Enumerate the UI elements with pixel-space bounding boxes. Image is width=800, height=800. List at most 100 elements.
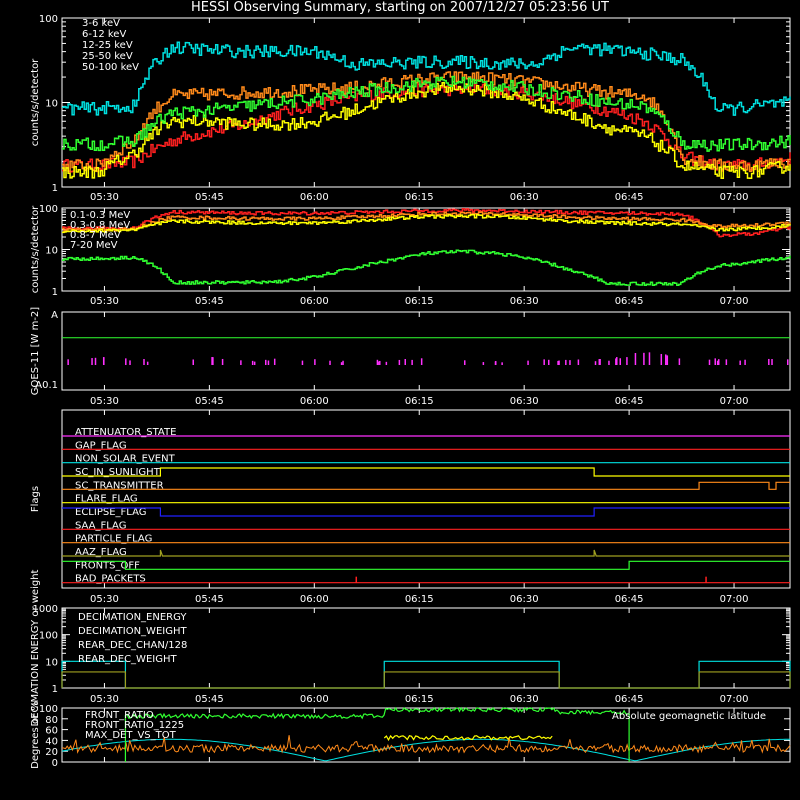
- series-line: [124, 706, 630, 763]
- flag-label: SAA_FLAG: [75, 520, 126, 531]
- series-line: [62, 75, 791, 152]
- flag-label: SC_TRANSMITTER: [75, 480, 164, 491]
- series-line: [62, 207, 791, 238]
- x-tick-label: 06:30: [510, 296, 539, 307]
- x-tick-label: 07:00: [720, 694, 749, 705]
- legend-entry: REAR_DEC_CHAN/128: [78, 640, 187, 651]
- flag-label: NON_SOLAR_EVENT: [75, 454, 176, 465]
- y-tick-label: 100: [39, 14, 58, 25]
- flag-label: SC_IN_SUNLIGHT: [75, 467, 161, 478]
- y-axis-label: counts/s/detector: [30, 205, 41, 293]
- x-tick-label: 06:00: [300, 296, 329, 307]
- x-tick-label: 05:30: [90, 396, 119, 407]
- decimation-step-line: [61, 671, 791, 689]
- flag-label: PARTICLE_FLAG: [75, 534, 152, 545]
- x-tick-label: 06:15: [405, 396, 434, 407]
- legend-entry: DECIMATION_WEIGHT: [78, 626, 187, 637]
- y-axis-label: Degrees or %: [30, 701, 41, 769]
- y-tick-label: 10: [45, 246, 58, 257]
- series-line: [62, 83, 791, 173]
- legend-entry: REAR_DEC_WEIGHT: [78, 654, 177, 665]
- legend-entry: 0.3-0.8 MeV: [70, 220, 130, 231]
- series-line: [61, 735, 791, 754]
- panel-frame-6: [61, 707, 791, 763]
- x-tick-label: 05:45: [195, 296, 224, 307]
- x-tick-label: 06:45: [615, 694, 644, 705]
- y-tick-label: 10: [45, 99, 58, 110]
- flag-label: BAD_PACKETS: [75, 574, 146, 585]
- x-tick-label: 06:45: [615, 296, 644, 307]
- flag-line: [62, 467, 790, 477]
- y-tick-label: 60: [45, 726, 58, 737]
- panel-frame-1: [61, 17, 791, 188]
- series-line: [62, 82, 791, 180]
- flag-label: FRONTS_OFF: [75, 560, 140, 571]
- flag-line: [62, 560, 790, 570]
- legend-entry: 6-12 keV: [82, 29, 126, 40]
- x-tick-label: 06:30: [510, 594, 539, 605]
- decimation-step-line: [61, 660, 791, 689]
- legend-entry: 0.1-0.3 MeV: [70, 210, 130, 221]
- flag-label: GAP_FLAG: [75, 440, 127, 451]
- y-tick-label: 0: [52, 758, 58, 769]
- series-line: [62, 211, 791, 232]
- y-tick-label: 100: [39, 204, 58, 215]
- flag-line: [62, 507, 790, 517]
- x-tick-label: 06:30: [510, 694, 539, 705]
- x-tick-label: 06:00: [300, 594, 329, 605]
- x-tick-label: 06:30: [510, 396, 539, 407]
- flag-label: ECLIPSE_FLAG: [75, 507, 146, 518]
- x-tick-label: 07:00: [720, 192, 749, 203]
- x-tick-label: 05:30: [90, 192, 119, 203]
- legend-entry: DECIMATION_ENERGY: [78, 612, 187, 623]
- y-tick-label: A0.1: [35, 380, 58, 391]
- x-tick-label: 06:15: [405, 296, 434, 307]
- legend-entry: 3-6 keV: [82, 18, 120, 29]
- legend-entry: MAX_DET_VS_TOT: [85, 730, 177, 741]
- y-tick-label: 20: [45, 747, 58, 758]
- panel-frame-3: [61, 311, 791, 391]
- flag-label: AAZ_FLAG: [75, 547, 127, 558]
- y-axis-label: Flags: [30, 486, 41, 512]
- panel-frame-5: [61, 607, 791, 689]
- y-tick-label: A: [51, 310, 58, 321]
- y-tick-label: 1: [52, 183, 58, 194]
- series-line: [62, 213, 791, 234]
- series-line: [62, 249, 791, 286]
- x-tick-label: 07:00: [720, 594, 749, 605]
- y-tick-label: 40: [45, 736, 58, 747]
- legend-entry: FRONT_RATIO: [85, 710, 154, 721]
- x-tick-label: 05:45: [195, 192, 224, 203]
- y-tick-label: 100: [39, 631, 58, 642]
- y-axis-label: counts/s/detector: [30, 58, 41, 146]
- x-tick-label: 05:30: [90, 296, 119, 307]
- x-tick-label: 05:45: [195, 396, 224, 407]
- x-tick-label: 05:45: [195, 594, 224, 605]
- y-tick-label: 10: [45, 657, 58, 668]
- legend-entry: FRONT_RATIO_1225: [85, 720, 184, 731]
- flag-label: ATTENUATOR_STATE: [75, 427, 176, 438]
- x-tick-label: 05:45: [195, 694, 224, 705]
- flag-line: [62, 481, 790, 490]
- x-tick-label: 07:00: [720, 296, 749, 307]
- legend-entry: 12-25 keV: [82, 40, 133, 51]
- x-tick-label: 06:15: [405, 192, 434, 203]
- legend-entry: 0.8-7 MeV: [70, 230, 121, 241]
- x-tick-label: 06:00: [300, 396, 329, 407]
- y-tick-label: 1: [52, 684, 58, 695]
- flag-line: [62, 549, 790, 557]
- x-tick-label: 06:45: [615, 396, 644, 407]
- x-tick-label: 06:00: [300, 192, 329, 203]
- y-axis-label: DECIMATION ENERGY or weight: [30, 569, 41, 726]
- chart-title: HESSI Observing Summary, starting on 200…: [191, 0, 609, 15]
- x-tick-label: 06:15: [405, 594, 434, 605]
- y-tick-label: 80: [45, 715, 58, 726]
- panel-frame-4: [61, 409, 791, 589]
- x-tick-label: 06:45: [615, 192, 644, 203]
- x-tick-label: 07:00: [720, 396, 749, 407]
- series-line: [383, 734, 553, 742]
- y-axis-label: GOES-11 [W m-2]: [30, 307, 41, 395]
- y-tick-label: 1000: [33, 604, 58, 615]
- geomagnetic-latitude-line: [61, 738, 790, 762]
